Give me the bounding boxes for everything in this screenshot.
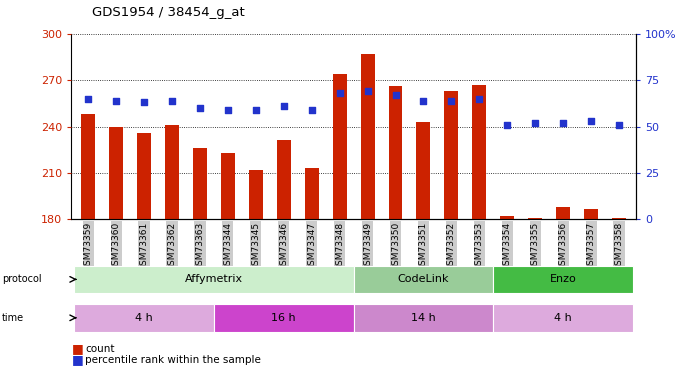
Text: GSM73357: GSM73357 bbox=[587, 222, 596, 271]
Text: 16 h: 16 h bbox=[271, 313, 296, 323]
Bar bbox=[74, 266, 354, 292]
Point bbox=[194, 105, 205, 111]
Point bbox=[111, 98, 122, 104]
Text: CodeLink: CodeLink bbox=[398, 274, 449, 284]
Bar bbox=[165, 125, 179, 219]
Point bbox=[167, 98, 177, 104]
Bar bbox=[556, 207, 570, 219]
Text: GSM73363: GSM73363 bbox=[195, 222, 205, 271]
Text: count: count bbox=[85, 344, 114, 354]
Text: GSM73352: GSM73352 bbox=[447, 222, 456, 271]
Text: Enzo: Enzo bbox=[549, 274, 577, 284]
Point bbox=[139, 99, 150, 105]
Bar bbox=[354, 266, 493, 292]
Bar bbox=[109, 126, 123, 219]
Text: GSM73361: GSM73361 bbox=[139, 222, 148, 271]
Point bbox=[222, 107, 233, 113]
Bar bbox=[493, 266, 633, 292]
Text: GSM73348: GSM73348 bbox=[335, 222, 344, 271]
Bar bbox=[528, 218, 542, 219]
Bar bbox=[584, 209, 598, 219]
Point bbox=[390, 92, 401, 98]
Text: GSM73349: GSM73349 bbox=[363, 222, 372, 271]
Bar bbox=[354, 304, 493, 332]
Point bbox=[474, 96, 485, 102]
Bar bbox=[333, 74, 347, 219]
Text: percentile rank within the sample: percentile rank within the sample bbox=[85, 355, 261, 365]
Point bbox=[446, 98, 457, 104]
Bar bbox=[493, 304, 633, 332]
Bar bbox=[81, 114, 95, 219]
Bar bbox=[277, 141, 291, 219]
Bar bbox=[612, 218, 626, 219]
Text: GSM73355: GSM73355 bbox=[530, 222, 540, 271]
Text: GDS1954 / 38454_g_at: GDS1954 / 38454_g_at bbox=[92, 6, 245, 19]
Bar bbox=[74, 304, 214, 332]
Point bbox=[250, 107, 261, 113]
Bar bbox=[416, 122, 430, 219]
Bar bbox=[193, 148, 207, 219]
Text: GSM73351: GSM73351 bbox=[419, 222, 428, 271]
Bar bbox=[137, 133, 151, 219]
Text: GSM73353: GSM73353 bbox=[475, 222, 484, 271]
Text: GSM73350: GSM73350 bbox=[391, 222, 400, 271]
Point bbox=[362, 88, 373, 94]
Text: GSM73345: GSM73345 bbox=[252, 222, 260, 271]
Bar bbox=[360, 54, 375, 219]
Text: GSM73347: GSM73347 bbox=[307, 222, 316, 271]
Text: GSM73359: GSM73359 bbox=[84, 222, 92, 271]
Text: GSM73344: GSM73344 bbox=[223, 222, 233, 271]
Text: 14 h: 14 h bbox=[411, 313, 436, 323]
Bar bbox=[445, 91, 458, 219]
Text: 4 h: 4 h bbox=[554, 313, 572, 323]
Point bbox=[613, 122, 624, 128]
Point bbox=[585, 118, 596, 124]
Text: GSM73362: GSM73362 bbox=[167, 222, 177, 271]
Text: GSM73346: GSM73346 bbox=[279, 222, 288, 271]
Text: 4 h: 4 h bbox=[135, 313, 153, 323]
Point bbox=[502, 122, 513, 128]
Bar bbox=[388, 86, 403, 219]
Point bbox=[278, 103, 289, 109]
Text: time: time bbox=[2, 313, 24, 323]
Text: Affymetrix: Affymetrix bbox=[185, 274, 243, 284]
Text: GSM73360: GSM73360 bbox=[112, 222, 120, 271]
Point bbox=[530, 120, 541, 126]
Text: GSM73354: GSM73354 bbox=[503, 222, 512, 271]
Text: protocol: protocol bbox=[2, 274, 41, 284]
Bar bbox=[305, 168, 319, 219]
Point bbox=[558, 120, 568, 126]
Text: ■: ■ bbox=[71, 342, 83, 355]
Bar bbox=[249, 170, 262, 219]
Point bbox=[306, 107, 317, 113]
Bar bbox=[214, 304, 354, 332]
Bar bbox=[500, 216, 514, 219]
Bar bbox=[221, 153, 235, 219]
Point bbox=[83, 96, 94, 102]
Text: GSM73358: GSM73358 bbox=[615, 222, 624, 271]
Bar bbox=[473, 85, 486, 219]
Text: ■: ■ bbox=[71, 354, 83, 366]
Point bbox=[418, 98, 429, 104]
Point bbox=[334, 90, 345, 96]
Text: GSM73356: GSM73356 bbox=[559, 222, 568, 271]
